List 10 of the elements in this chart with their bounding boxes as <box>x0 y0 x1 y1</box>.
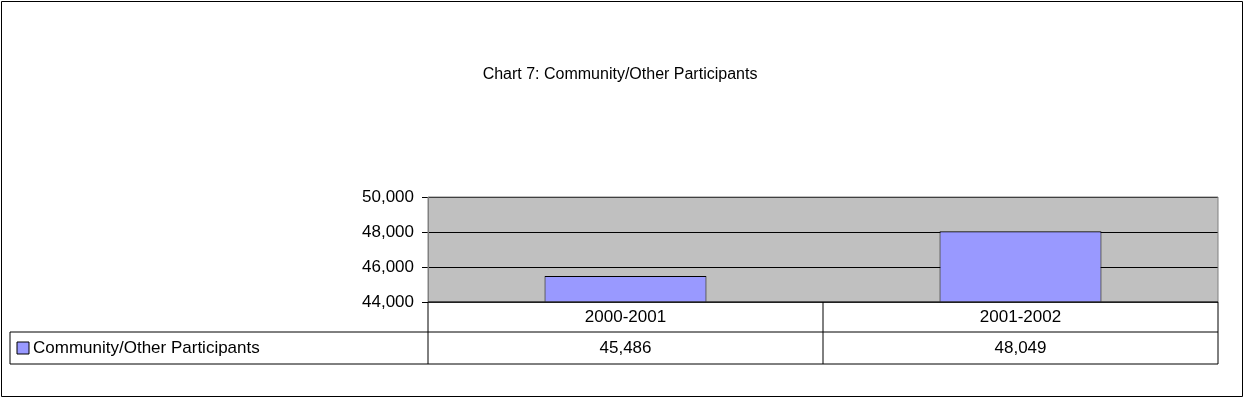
data-label: 48,049 <box>994 337 1047 357</box>
x-tick-label: 2000-2001 <box>584 306 667 326</box>
chart-title: Chart 7: Community/Other Participants <box>482 65 758 83</box>
x-tick-label: 2001-2002 <box>979 306 1062 326</box>
y-tick-label: 50,000 <box>362 186 414 206</box>
legend-label: Community/Other Participants <box>33 337 260 357</box>
data-label: 45,486 <box>599 337 652 357</box>
y-tick-label: 44,000 <box>362 291 414 311</box>
y-tick-label: 46,000 <box>362 256 414 276</box>
y-tick-label: 48,000 <box>362 221 414 241</box>
